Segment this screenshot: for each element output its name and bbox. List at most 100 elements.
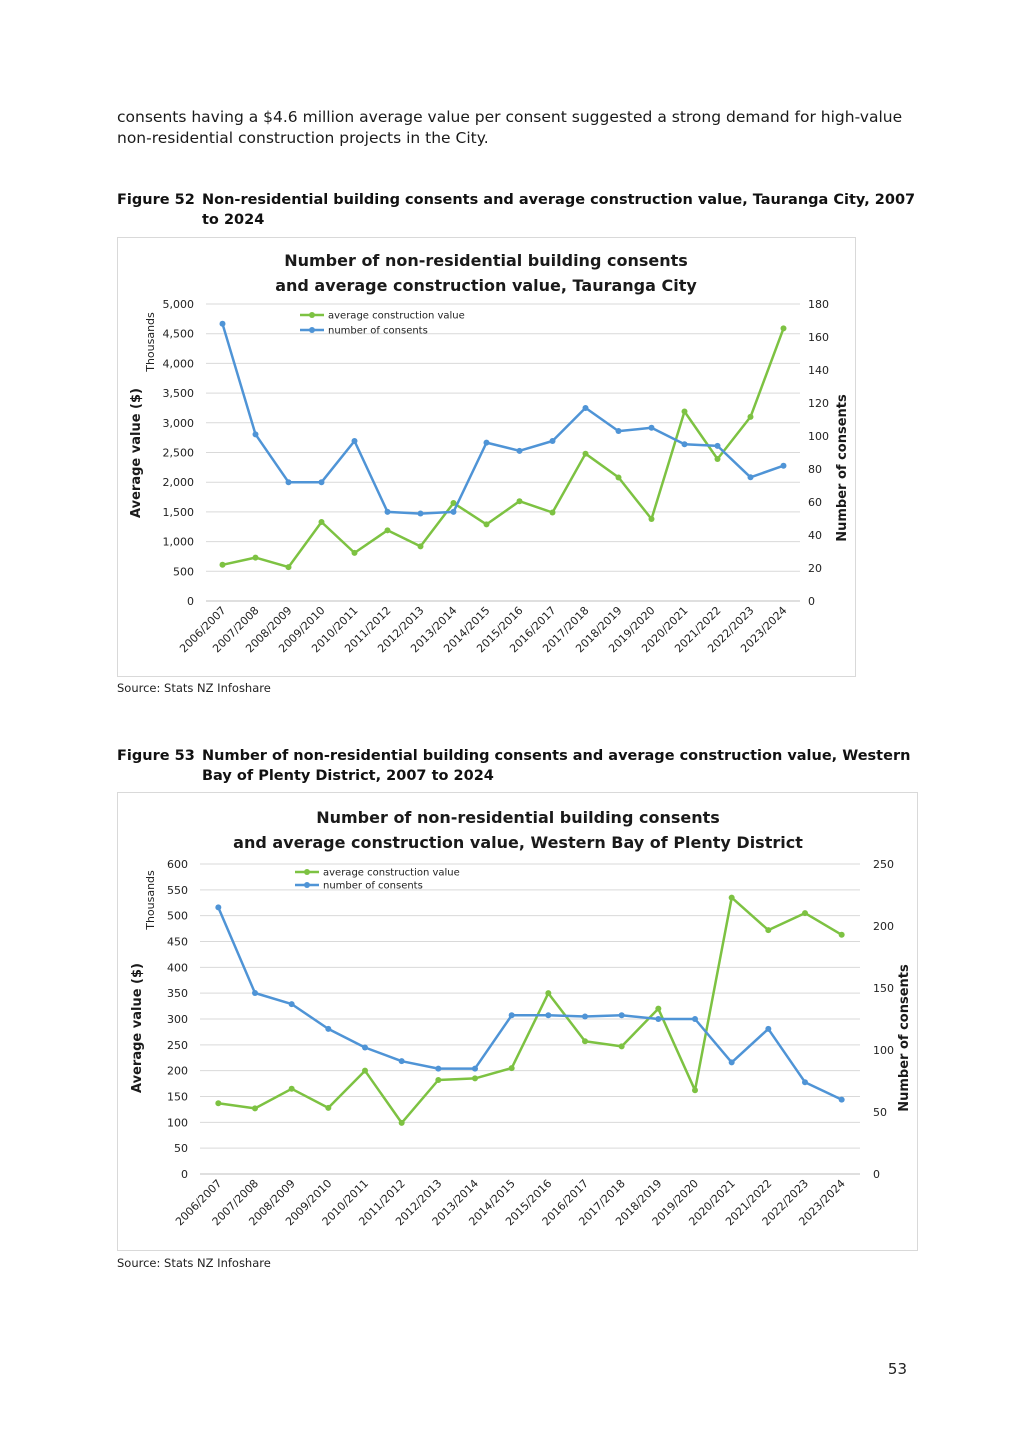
data-point xyxy=(655,1016,662,1022)
data-point xyxy=(648,424,655,431)
y-tick-label: 500 xyxy=(167,910,188,923)
data-point xyxy=(802,910,808,917)
data-point xyxy=(516,498,523,505)
data-point xyxy=(215,904,222,911)
y2-tick-label: 100 xyxy=(808,430,829,443)
y-tick-label: 2,500 xyxy=(163,447,195,460)
data-point xyxy=(435,1076,442,1083)
y-tick-label: 2,000 xyxy=(163,476,195,489)
legend-swatch-marker xyxy=(309,312,315,318)
data-point xyxy=(838,931,845,938)
data-point xyxy=(450,499,457,506)
figure-caption-text: Number of non-residential building conse… xyxy=(202,748,911,784)
data-point xyxy=(472,1075,478,1082)
y2-tick-label: 20 xyxy=(808,562,822,575)
data-point xyxy=(681,441,688,448)
legend-label: number of consents xyxy=(323,881,423,892)
y2-tick-label: 140 xyxy=(808,364,829,377)
y2-tick-label: 120 xyxy=(808,397,829,410)
legend-label: average construction value xyxy=(328,311,465,322)
data-point xyxy=(545,990,552,997)
y-tick-label: 150 xyxy=(167,1091,188,1104)
y2-tick-label: 50 xyxy=(873,1106,887,1119)
data-point xyxy=(582,1013,588,1020)
y-tick-label: 450 xyxy=(167,936,188,949)
data-point xyxy=(648,516,655,523)
page-number: 53 xyxy=(887,1360,907,1378)
data-point xyxy=(615,428,622,435)
data-point xyxy=(285,479,292,486)
data-point xyxy=(252,431,259,438)
y-tick-label: 350 xyxy=(167,987,188,1000)
chart-title-line: and average construction value, Tauranga… xyxy=(275,276,697,295)
y-axis-units: Thousands xyxy=(144,870,157,931)
data-point xyxy=(780,462,787,469)
data-point xyxy=(765,1025,772,1032)
data-point xyxy=(318,479,325,486)
data-point xyxy=(681,408,688,415)
data-point xyxy=(508,1012,515,1019)
data-point xyxy=(780,325,787,332)
data-point xyxy=(285,564,292,571)
y2-tick-label: 0 xyxy=(873,1168,880,1181)
legend-swatch-marker xyxy=(304,869,310,875)
series-line-consents xyxy=(221,323,784,515)
data-point xyxy=(417,510,424,517)
y-axis-title: Average value ($) xyxy=(130,963,145,1093)
data-point xyxy=(450,508,457,515)
chart-western-bay-svg: Number of non-residential building conse… xyxy=(130,808,912,1228)
data-point xyxy=(398,1119,405,1126)
data-point xyxy=(747,413,754,420)
figure-number: Figure 53 xyxy=(117,748,195,764)
data-point xyxy=(483,439,490,446)
data-point xyxy=(362,1044,368,1051)
data-point xyxy=(618,1043,625,1050)
data-point xyxy=(582,404,589,411)
y-tick-label: 200 xyxy=(167,1065,188,1078)
data-point xyxy=(384,527,391,534)
y2-tick-label: 80 xyxy=(808,463,822,476)
data-point xyxy=(325,1025,332,1032)
figure-53-source: Source: Stats NZ Infoshare xyxy=(117,1256,271,1270)
legend-swatch-marker xyxy=(304,882,310,888)
chart-title-line: and average construction value, Western … xyxy=(233,833,803,852)
data-point xyxy=(417,543,424,550)
chart-tauranga-svg: Number of non-residential building conse… xyxy=(129,251,850,655)
y2-tick-label: 60 xyxy=(808,496,822,509)
chart-title-line: Number of non-residential building conse… xyxy=(284,251,688,270)
data-point xyxy=(728,1059,735,1066)
data-point xyxy=(318,518,325,525)
y-tick-label: 5,000 xyxy=(163,298,195,311)
y-tick-label: 4,000 xyxy=(163,357,195,370)
series-line-avg-value xyxy=(222,327,785,569)
data-point xyxy=(252,554,259,561)
y-tick-label: 3,500 xyxy=(163,387,195,400)
data-point xyxy=(435,1065,442,1072)
data-point xyxy=(215,1100,222,1107)
data-point xyxy=(692,1087,698,1094)
chart-tauranga: Number of non-residential building conse… xyxy=(117,237,856,677)
data-point xyxy=(483,521,490,528)
data-point xyxy=(325,1104,332,1111)
data-point xyxy=(838,1096,845,1103)
figure-53-caption: Figure 53 Number of non-residential buil… xyxy=(117,746,917,786)
data-point xyxy=(472,1065,478,1072)
y-tick-label: 100 xyxy=(167,1116,188,1129)
data-point xyxy=(582,450,589,457)
y2-tick-label: 160 xyxy=(808,331,829,344)
data-point xyxy=(516,447,523,454)
legend-label: number of consents xyxy=(328,326,428,337)
y-tick-label: 0 xyxy=(187,595,194,608)
series-line-avg-value xyxy=(218,896,843,1125)
y-tick-label: 500 xyxy=(173,565,194,578)
data-point xyxy=(288,1085,295,1092)
y-tick-label: 600 xyxy=(167,858,188,871)
y-tick-label: 50 xyxy=(174,1142,188,1155)
figure-number: Figure 52 xyxy=(117,192,195,208)
y-tick-label: 1,000 xyxy=(163,536,195,549)
data-point xyxy=(618,1012,625,1019)
data-point xyxy=(545,1012,552,1019)
data-point xyxy=(549,509,556,516)
figure-52-source: Source: Stats NZ Infoshare xyxy=(117,681,271,695)
y2-tick-label: 100 xyxy=(873,1044,894,1057)
